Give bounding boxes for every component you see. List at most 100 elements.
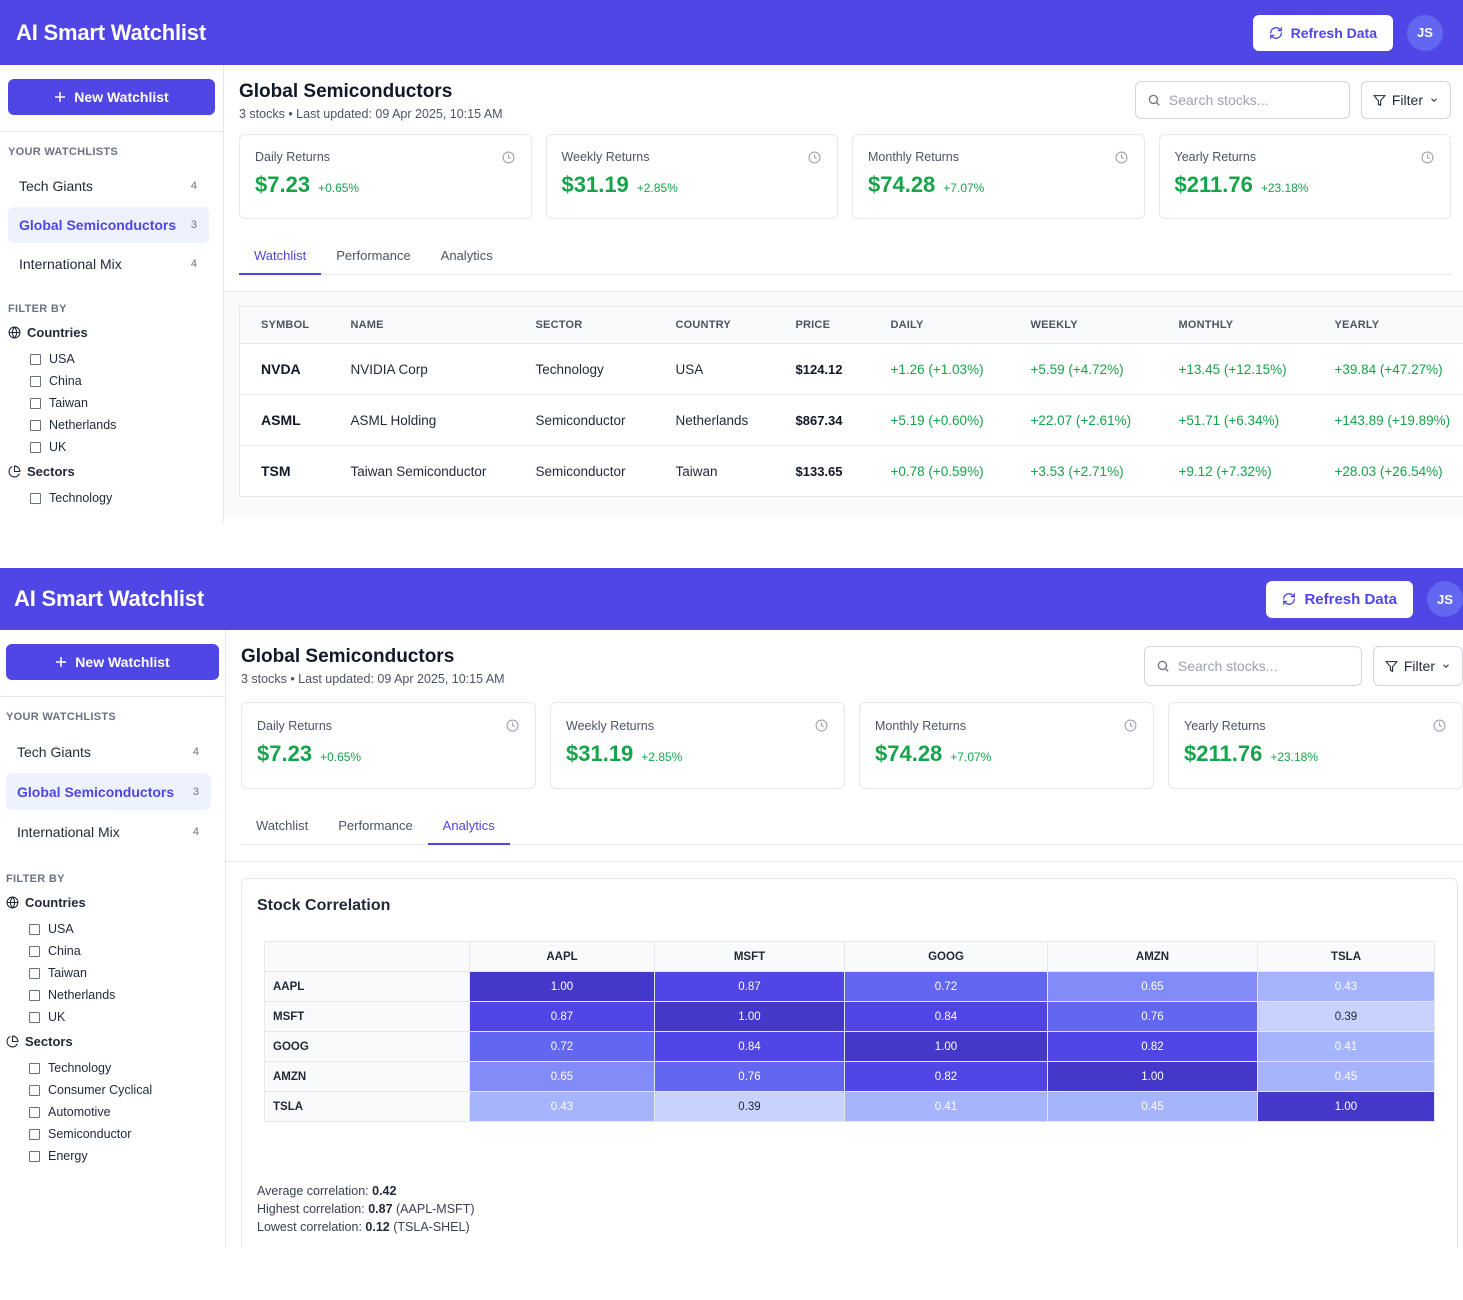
watchlist-item-tech-giants[interactable]: Tech Giants 4 xyxy=(6,733,211,770)
matrix-row: AAPL 1.00 0.87 0.72 0.65 0.43 xyxy=(264,971,1435,1002)
weekly-cell: +3.53 (+2.71%) xyxy=(1009,445,1158,497)
card-label: Yearly Returns xyxy=(1174,150,1257,164)
checkbox[interactable] xyxy=(30,353,41,365)
refresh-label: Refresh Data xyxy=(1290,24,1377,41)
matrix-row: GOOG 0.72 0.84 1.00 0.82 0.41 xyxy=(264,1031,1435,1062)
user-avatar[interactable]: JS xyxy=(1407,14,1443,51)
filter-button[interactable]: Filter xyxy=(1360,81,1451,119)
sector-cell: Semiconductor xyxy=(514,394,655,446)
tab-performance[interactable]: Performance xyxy=(336,247,411,263)
checkbox-label: Semiconductor xyxy=(48,1127,132,1141)
page-title: Global Semiconductors xyxy=(239,81,453,102)
watchlist-panel: SYMBOL NAME SECTOR COUNTRY PRICE DAILY W… xyxy=(224,291,1463,517)
checkbox[interactable] xyxy=(29,967,40,979)
country-checkbox-netherlands[interactable]: Netherlands xyxy=(0,984,225,1006)
country-checkbox-uk[interactable]: UK xyxy=(0,436,223,458)
matrix-column-header: TSLA xyxy=(1257,941,1435,972)
table-row[interactable]: TSM Taiwan Semiconductor Semiconductor T… xyxy=(239,445,1463,497)
correlation-cell: 1.00 xyxy=(1257,1091,1435,1122)
refresh-label: Refresh Data xyxy=(1304,590,1397,608)
sector-checkbox-consumer-cyclical[interactable]: Consumer Cyclical xyxy=(0,1079,225,1101)
clock-icon xyxy=(1433,719,1446,732)
tab-performance[interactable]: Performance xyxy=(338,817,413,833)
sector-checkbox-technology[interactable]: Technology xyxy=(0,487,223,509)
new-watchlist-button[interactable]: New Watchlist xyxy=(6,644,219,680)
country-checkbox-china[interactable]: China xyxy=(0,370,223,392)
card-value: $7.23 xyxy=(255,172,311,197)
country-checkbox-netherlands[interactable]: Netherlands xyxy=(0,414,223,436)
checkbox[interactable] xyxy=(30,397,41,409)
clock-icon xyxy=(1421,151,1434,164)
column-header[interactable]: DAILY xyxy=(869,306,1010,344)
checkbox[interactable] xyxy=(29,1062,40,1074)
tab-analytics[interactable]: Analytics xyxy=(440,247,493,263)
tab-watchlist[interactable]: Watchlist xyxy=(239,237,322,275)
weekly-cell: +22.07 (+2.61%) xyxy=(1009,394,1158,446)
watchlist-item-international-mix[interactable]: International Mix 4 xyxy=(6,813,211,850)
search-input[interactable] xyxy=(1177,658,1338,674)
watchlist-name: Global Semiconductors xyxy=(19,217,177,233)
user-avatar[interactable]: JS xyxy=(1427,581,1463,617)
filter-button[interactable]: Filter xyxy=(1372,646,1463,686)
sector-checkbox-automotive[interactable]: Automotive xyxy=(0,1101,225,1123)
search-field[interactable] xyxy=(1134,81,1350,119)
refresh-data-button[interactable]: Refresh Data xyxy=(1252,14,1393,51)
checkbox[interactable] xyxy=(29,923,40,935)
column-header[interactable]: PRICE xyxy=(774,306,870,344)
watchlist-item-international-mix[interactable]: International Mix 4 xyxy=(8,246,209,282)
tab-watchlist[interactable]: Watchlist xyxy=(256,817,309,833)
tab-analytics[interactable]: Analytics xyxy=(427,807,510,845)
table-row[interactable]: NVDA NVIDIA Corp Technology USA $124.12 … xyxy=(239,343,1463,395)
column-header[interactable]: SECTOR xyxy=(514,306,655,344)
column-header[interactable]: MONTHLY xyxy=(1157,306,1314,344)
column-header[interactable]: COUNTRY xyxy=(654,306,775,344)
checkbox[interactable] xyxy=(30,492,41,504)
card-percent: +2.85% xyxy=(641,750,683,764)
sector-cell: Semiconductor xyxy=(514,445,655,497)
sector-checkbox-energy[interactable]: Energy xyxy=(0,1145,225,1167)
checkbox[interactable] xyxy=(29,945,40,957)
checkbox[interactable] xyxy=(30,419,41,431)
table-row[interactable]: ASML ASML Holding Semiconductor Netherla… xyxy=(239,394,1463,446)
checkbox[interactable] xyxy=(30,375,41,387)
checkbox[interactable] xyxy=(29,1011,40,1023)
column-header[interactable]: NAME xyxy=(329,306,515,344)
matrix-column-header: MSFT xyxy=(654,941,845,972)
checkbox-label: UK xyxy=(48,1010,66,1024)
search-input[interactable] xyxy=(1168,92,1329,108)
checkbox[interactable] xyxy=(29,989,40,1001)
column-header[interactable]: YEARLY xyxy=(1313,306,1463,344)
checkbox-label: Technology xyxy=(48,1061,112,1075)
country-checkbox-china[interactable]: China xyxy=(0,940,225,962)
stat-average: Average correlation: 0.42 xyxy=(257,1182,475,1200)
country-checkbox-taiwan[interactable]: Taiwan xyxy=(0,962,225,984)
symbol-cell: TSM xyxy=(239,445,330,497)
monthly-cell: +13.45 (+12.15%) xyxy=(1157,343,1314,395)
matrix-column-header: AAPL xyxy=(469,941,655,972)
refresh-data-button[interactable]: Refresh Data xyxy=(1266,580,1413,618)
checkbox[interactable] xyxy=(29,1084,40,1096)
monthly-cell: +51.71 (+6.34%) xyxy=(1157,394,1314,446)
name-cell: Taiwan Semiconductor xyxy=(329,445,515,497)
country-checkbox-usa[interactable]: USA xyxy=(0,918,225,940)
checkbox[interactable] xyxy=(29,1128,40,1140)
watchlist-item-global-semiconductors[interactable]: Global Semiconductors 3 xyxy=(6,773,211,810)
checkbox[interactable] xyxy=(29,1150,40,1162)
country-checkbox-usa[interactable]: USA xyxy=(0,348,223,370)
sector-checkbox-technology[interactable]: Technology xyxy=(0,1057,225,1079)
monthly-returns-card: Monthly Returns $74.28 +7.07% xyxy=(852,134,1145,219)
sector-checkbox-semiconductor[interactable]: Semiconductor xyxy=(0,1123,225,1145)
search-field[interactable] xyxy=(1143,646,1362,686)
plus-icon xyxy=(56,657,67,667)
column-header[interactable]: SYMBOL xyxy=(239,306,330,344)
checkbox-label: Netherlands xyxy=(48,988,116,1002)
country-checkbox-uk[interactable]: UK xyxy=(0,1006,225,1028)
country-checkbox-taiwan[interactable]: Taiwan xyxy=(0,392,223,414)
column-header[interactable]: WEEKLY xyxy=(1009,306,1158,344)
watchlist-item-tech-giants[interactable]: Tech Giants 4 xyxy=(8,168,209,204)
checkbox[interactable] xyxy=(30,441,41,453)
checkbox-label: USA xyxy=(48,922,74,936)
new-watchlist-button[interactable]: New Watchlist xyxy=(8,79,215,115)
watchlist-item-global-semiconductors[interactable]: Global Semiconductors 3 xyxy=(8,207,209,243)
checkbox[interactable] xyxy=(29,1106,40,1118)
